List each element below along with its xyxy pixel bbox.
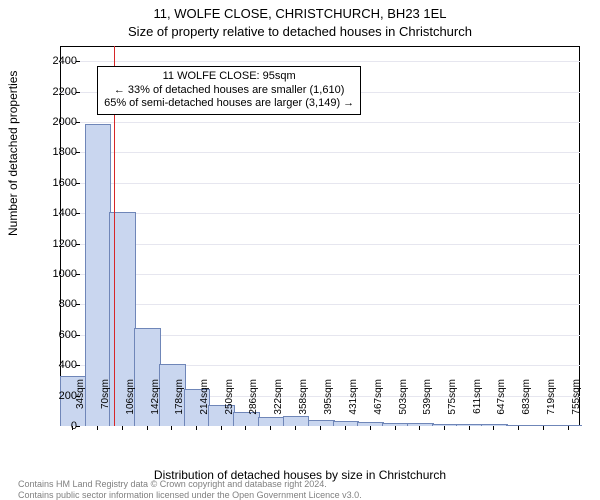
x-tick-label: 395sqm bbox=[323, 379, 334, 429]
y-tick-label: 1400 bbox=[37, 207, 77, 219]
y-tick-mark bbox=[76, 92, 80, 93]
x-tick-label: 683sqm bbox=[521, 379, 532, 429]
x-tick-mark bbox=[444, 426, 445, 430]
x-tick-mark bbox=[568, 426, 569, 430]
gridline bbox=[60, 304, 580, 305]
y-tick-label: 400 bbox=[37, 359, 77, 371]
x-tick-mark bbox=[493, 426, 494, 430]
y-tick-label: 600 bbox=[37, 329, 77, 341]
x-tick-label: 611sqm bbox=[472, 379, 483, 429]
gridline bbox=[60, 152, 580, 153]
y-tick-mark bbox=[76, 61, 80, 62]
x-tick-mark bbox=[518, 426, 519, 430]
x-tick-label: 142sqm bbox=[150, 379, 161, 429]
x-tick-label: 178sqm bbox=[174, 379, 185, 429]
x-tick-mark bbox=[345, 426, 346, 430]
x-tick-mark bbox=[171, 426, 172, 430]
annotation-box: 11 WOLFE CLOSE: 95sqm← 33% of detached h… bbox=[97, 66, 361, 115]
gridline bbox=[60, 61, 580, 62]
y-tick-mark bbox=[76, 122, 80, 123]
gridline bbox=[60, 183, 580, 184]
y-tick-label: 800 bbox=[37, 298, 77, 310]
y-tick-mark bbox=[76, 244, 80, 245]
y-tick-mark bbox=[76, 396, 80, 397]
y-tick-mark bbox=[76, 274, 80, 275]
x-tick-label: 70sqm bbox=[100, 379, 111, 429]
y-tick-label: 0 bbox=[37, 420, 77, 432]
x-tick-label: 755sqm bbox=[571, 379, 582, 429]
y-tick-mark bbox=[76, 304, 80, 305]
x-tick-label: 34sqm bbox=[75, 379, 86, 429]
x-tick-label: 719sqm bbox=[546, 379, 557, 429]
y-axis-label: Number of detached properties bbox=[6, 71, 20, 236]
chart-container: 11, WOLFE CLOSE, CHRISTCHURCH, BH23 1EL … bbox=[0, 0, 600, 500]
x-tick-label: 250sqm bbox=[224, 379, 235, 429]
annotation-line: ← 33% of detached houses are smaller (1,… bbox=[104, 84, 354, 98]
x-tick-mark bbox=[245, 426, 246, 430]
x-tick-mark bbox=[419, 426, 420, 430]
x-tick-mark bbox=[221, 426, 222, 430]
y-tick-mark bbox=[76, 426, 80, 427]
y-tick-label: 2400 bbox=[37, 55, 77, 67]
x-tick-mark bbox=[469, 426, 470, 430]
footer-line-1: Contains HM Land Registry data © Crown c… bbox=[18, 479, 362, 489]
x-tick-mark bbox=[270, 426, 271, 430]
x-tick-mark bbox=[196, 426, 197, 430]
x-tick-label: 431sqm bbox=[348, 379, 359, 429]
footer-line-2: Contains public sector information licen… bbox=[18, 490, 362, 500]
x-tick-mark bbox=[147, 426, 148, 430]
plot-area: 34sqm 70sqm 106sqm 142sqm 178sqm 214sqm 250sqm… bbox=[60, 46, 580, 426]
y-tick-mark bbox=[76, 183, 80, 184]
footer-attribution: Contains HM Land Registry data © Crown c… bbox=[18, 479, 362, 500]
x-tick-mark bbox=[320, 426, 321, 430]
x-tick-label: 322sqm bbox=[273, 379, 284, 429]
x-tick-label: 106sqm bbox=[125, 379, 136, 429]
x-tick-mark bbox=[370, 426, 371, 430]
x-tick-label: 647sqm bbox=[496, 379, 507, 429]
x-tick-mark bbox=[395, 426, 396, 430]
x-tick-label: 539sqm bbox=[422, 379, 433, 429]
x-tick-label: 467sqm bbox=[373, 379, 384, 429]
chart-address-title: 11, WOLFE CLOSE, CHRISTCHURCH, BH23 1EL bbox=[0, 0, 600, 22]
x-tick-mark bbox=[543, 426, 544, 430]
y-tick-label: 1800 bbox=[37, 146, 77, 158]
x-tick-mark bbox=[122, 426, 123, 430]
x-tick-label: 286sqm bbox=[248, 379, 259, 429]
y-tick-label: 200 bbox=[37, 390, 77, 402]
gridline bbox=[60, 274, 580, 275]
x-tick-label: 214sqm bbox=[199, 379, 210, 429]
y-tick-label: 2000 bbox=[37, 116, 77, 128]
chart-subtitle: Size of property relative to detached ho… bbox=[0, 22, 600, 40]
y-tick-mark bbox=[76, 365, 80, 366]
gridline bbox=[60, 122, 580, 123]
y-tick-mark bbox=[76, 152, 80, 153]
x-tick-label: 358sqm bbox=[298, 379, 309, 429]
y-tick-label: 2200 bbox=[37, 86, 77, 98]
x-tick-label: 575sqm bbox=[447, 379, 458, 429]
x-tick-mark bbox=[295, 426, 296, 430]
annotation-line: 11 WOLFE CLOSE: 95sqm bbox=[104, 70, 354, 84]
x-tick-label: 503sqm bbox=[398, 379, 409, 429]
annotation-line: 65% of semi-detached houses are larger (… bbox=[104, 97, 354, 111]
y-tick-mark bbox=[76, 335, 80, 336]
x-tick-mark bbox=[97, 426, 98, 430]
y-tick-label: 1200 bbox=[37, 238, 77, 250]
y-tick-label: 1000 bbox=[37, 268, 77, 280]
y-tick-mark bbox=[76, 213, 80, 214]
gridline bbox=[60, 213, 580, 214]
gridline bbox=[60, 244, 580, 245]
y-tick-label: 1600 bbox=[37, 177, 77, 189]
